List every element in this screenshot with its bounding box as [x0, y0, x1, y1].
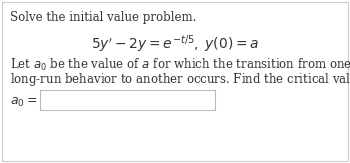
Text: $a_0 =$: $a_0 =$ [10, 96, 37, 109]
Text: $5y' - 2y = e^{-t/5}, \; y(0) = a$: $5y' - 2y = e^{-t/5}, \; y(0) = a$ [91, 33, 259, 55]
Text: long-run behavior to another occurs. Find the critical value $a_0$ exactly.: long-run behavior to another occurs. Fin… [10, 71, 350, 88]
FancyBboxPatch shape [40, 90, 215, 110]
Text: Let $a_0$ be the value of $a$ for which the transition from one type of the: Let $a_0$ be the value of $a$ for which … [10, 56, 350, 73]
FancyBboxPatch shape [2, 2, 348, 161]
Text: Solve the initial value problem.: Solve the initial value problem. [10, 11, 196, 24]
